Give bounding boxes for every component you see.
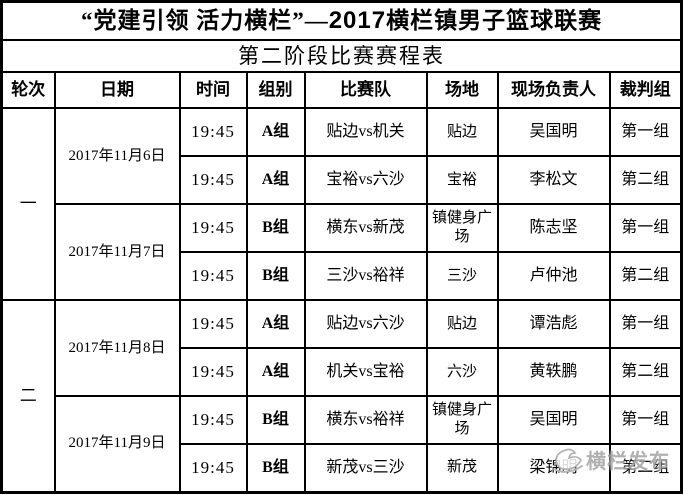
referee-cell: 第二组 [608,251,683,301]
referee-cell: 第二组 [608,347,683,397]
header-row: 轮次 日期 时间 组别 比赛队 场地 现场负责人 裁判组 [0,71,683,109]
group-cell: B组 [245,395,306,445]
venue-cell: 镇健身广场 [425,395,499,445]
table-row: 一 2017年11月6日 19:45 A组 贴边vs机关 贴边 吴国明 第一组 [0,107,683,301]
time-cell: 19:45 [178,347,248,397]
time-cell: 19:45 [178,251,248,301]
round-cell: 一 [0,107,56,301]
manager-cell: 吴国明 [496,395,611,445]
teams-cell: 三沙vs裕祥 [303,251,428,301]
referee-cell: 第一组 [608,203,683,253]
round-cell: 二 [0,299,56,493]
venue-cell: 贴边 [425,107,499,157]
referee-cell: 第一组 [608,395,683,445]
time-cell: 19:45 [178,155,248,205]
venue-cell: 新茂 [425,443,499,493]
teams-cell: 横东vs新茂 [303,203,428,253]
col-header-round: 轮次 [0,71,56,109]
date-cell: 2017年11月6日 [53,107,181,205]
manager-cell: 吴国明 [496,107,611,157]
table-row: 19:45 A组 机关vs宝裕 六沙 黄轶鹏 第二组 [2,347,683,397]
table-row: 二 2017年11月8日 19:45 A组 贴边vs六沙 贴边 谭浩彪 第一组 [0,299,683,493]
col-header-date: 日期 [53,71,181,109]
referee-cell: 第一组 [608,299,683,349]
manager-cell: 李松文 [496,155,611,205]
group-cell: B组 [245,251,306,301]
venue-cell: 三沙 [425,251,499,301]
subtitle-row: 第二阶段比赛赛程表 [0,39,683,73]
time-cell: 19:45 [178,395,248,445]
manager-cell: 梁锦明 [496,443,611,493]
col-header-referee: 裁判组 [608,71,683,109]
date-cell: 2017年11月7日 [53,203,181,301]
table-row: 2017年11月9日 19:45 B组 横东vs裕祥 镇健身广场 吴国明 第一组 [2,395,683,493]
group-cell: A组 [245,299,306,349]
table-row: 19:45 A组 宝裕vs六沙 宝裕 李松文 第二组 [2,155,683,205]
table-row: 2017年11月7日 19:45 B组 横东vs新茂 镇健身广场 陈志坚 第一组 [2,203,683,301]
time-cell: 19:45 [178,443,248,493]
group-cell: A组 [245,155,306,205]
venue-cell: 宝裕 [425,155,499,205]
group-cell: B组 [245,203,306,253]
teams-cell: 贴边vs六沙 [303,299,428,349]
teams-cell: 横东vs裕祥 [303,395,428,445]
manager-cell: 陈志坚 [496,203,611,253]
manager-cell: 谭浩彪 [496,299,611,349]
manager-cell: 黄轶鹏 [496,347,611,397]
date-cell: 2017年11月9日 [53,395,181,493]
date-cell: 2017年11月8日 [53,299,181,397]
group-cell: B组 [245,443,306,493]
group-cell: A组 [245,107,306,157]
table-row: 19:45 B组 三沙vs裕祥 三沙 卢仲池 第二组 [2,251,683,301]
venue-cell: 贴边 [425,299,499,349]
title-prefix: “党建引领 活力横栏”— [80,8,329,33]
title-suffix: 横栏镇男子篮球联赛 [386,8,603,33]
page-subtitle: 第二阶段比赛赛程表 [0,39,683,73]
group-cell: A组 [245,347,306,397]
col-header-teams: 比赛队 [303,71,428,109]
referee-cell: 第二组 [608,443,683,493]
time-cell: 19:45 [178,107,248,157]
manager-cell: 卢仲池 [496,251,611,301]
col-header-manager: 现场负责人 [496,71,611,109]
time-cell: 19:45 [178,299,248,349]
title-year: 2017 [328,7,387,34]
time-cell: 19:45 [178,203,248,253]
venue-cell: 六沙 [425,347,499,397]
col-header-time: 时间 [178,71,248,109]
col-header-group: 组别 [245,71,306,109]
teams-cell: 机关vs宝裕 [303,347,428,397]
title-row: “党建引领 活力横栏”—2017横栏镇男子篮球联赛 [0,0,683,41]
referee-cell: 第二组 [608,155,683,205]
teams-cell: 新茂vs三沙 [303,443,428,493]
teams-cell: 宝裕vs六沙 [303,155,428,205]
venue-cell: 镇健身广场 [425,203,499,253]
col-header-venue: 场地 [425,71,499,109]
teams-cell: 贴边vs机关 [303,107,428,157]
referee-cell: 第一组 [608,107,683,157]
page-title: “党建引领 活力横栏”—2017横栏镇男子篮球联赛 [0,0,683,41]
